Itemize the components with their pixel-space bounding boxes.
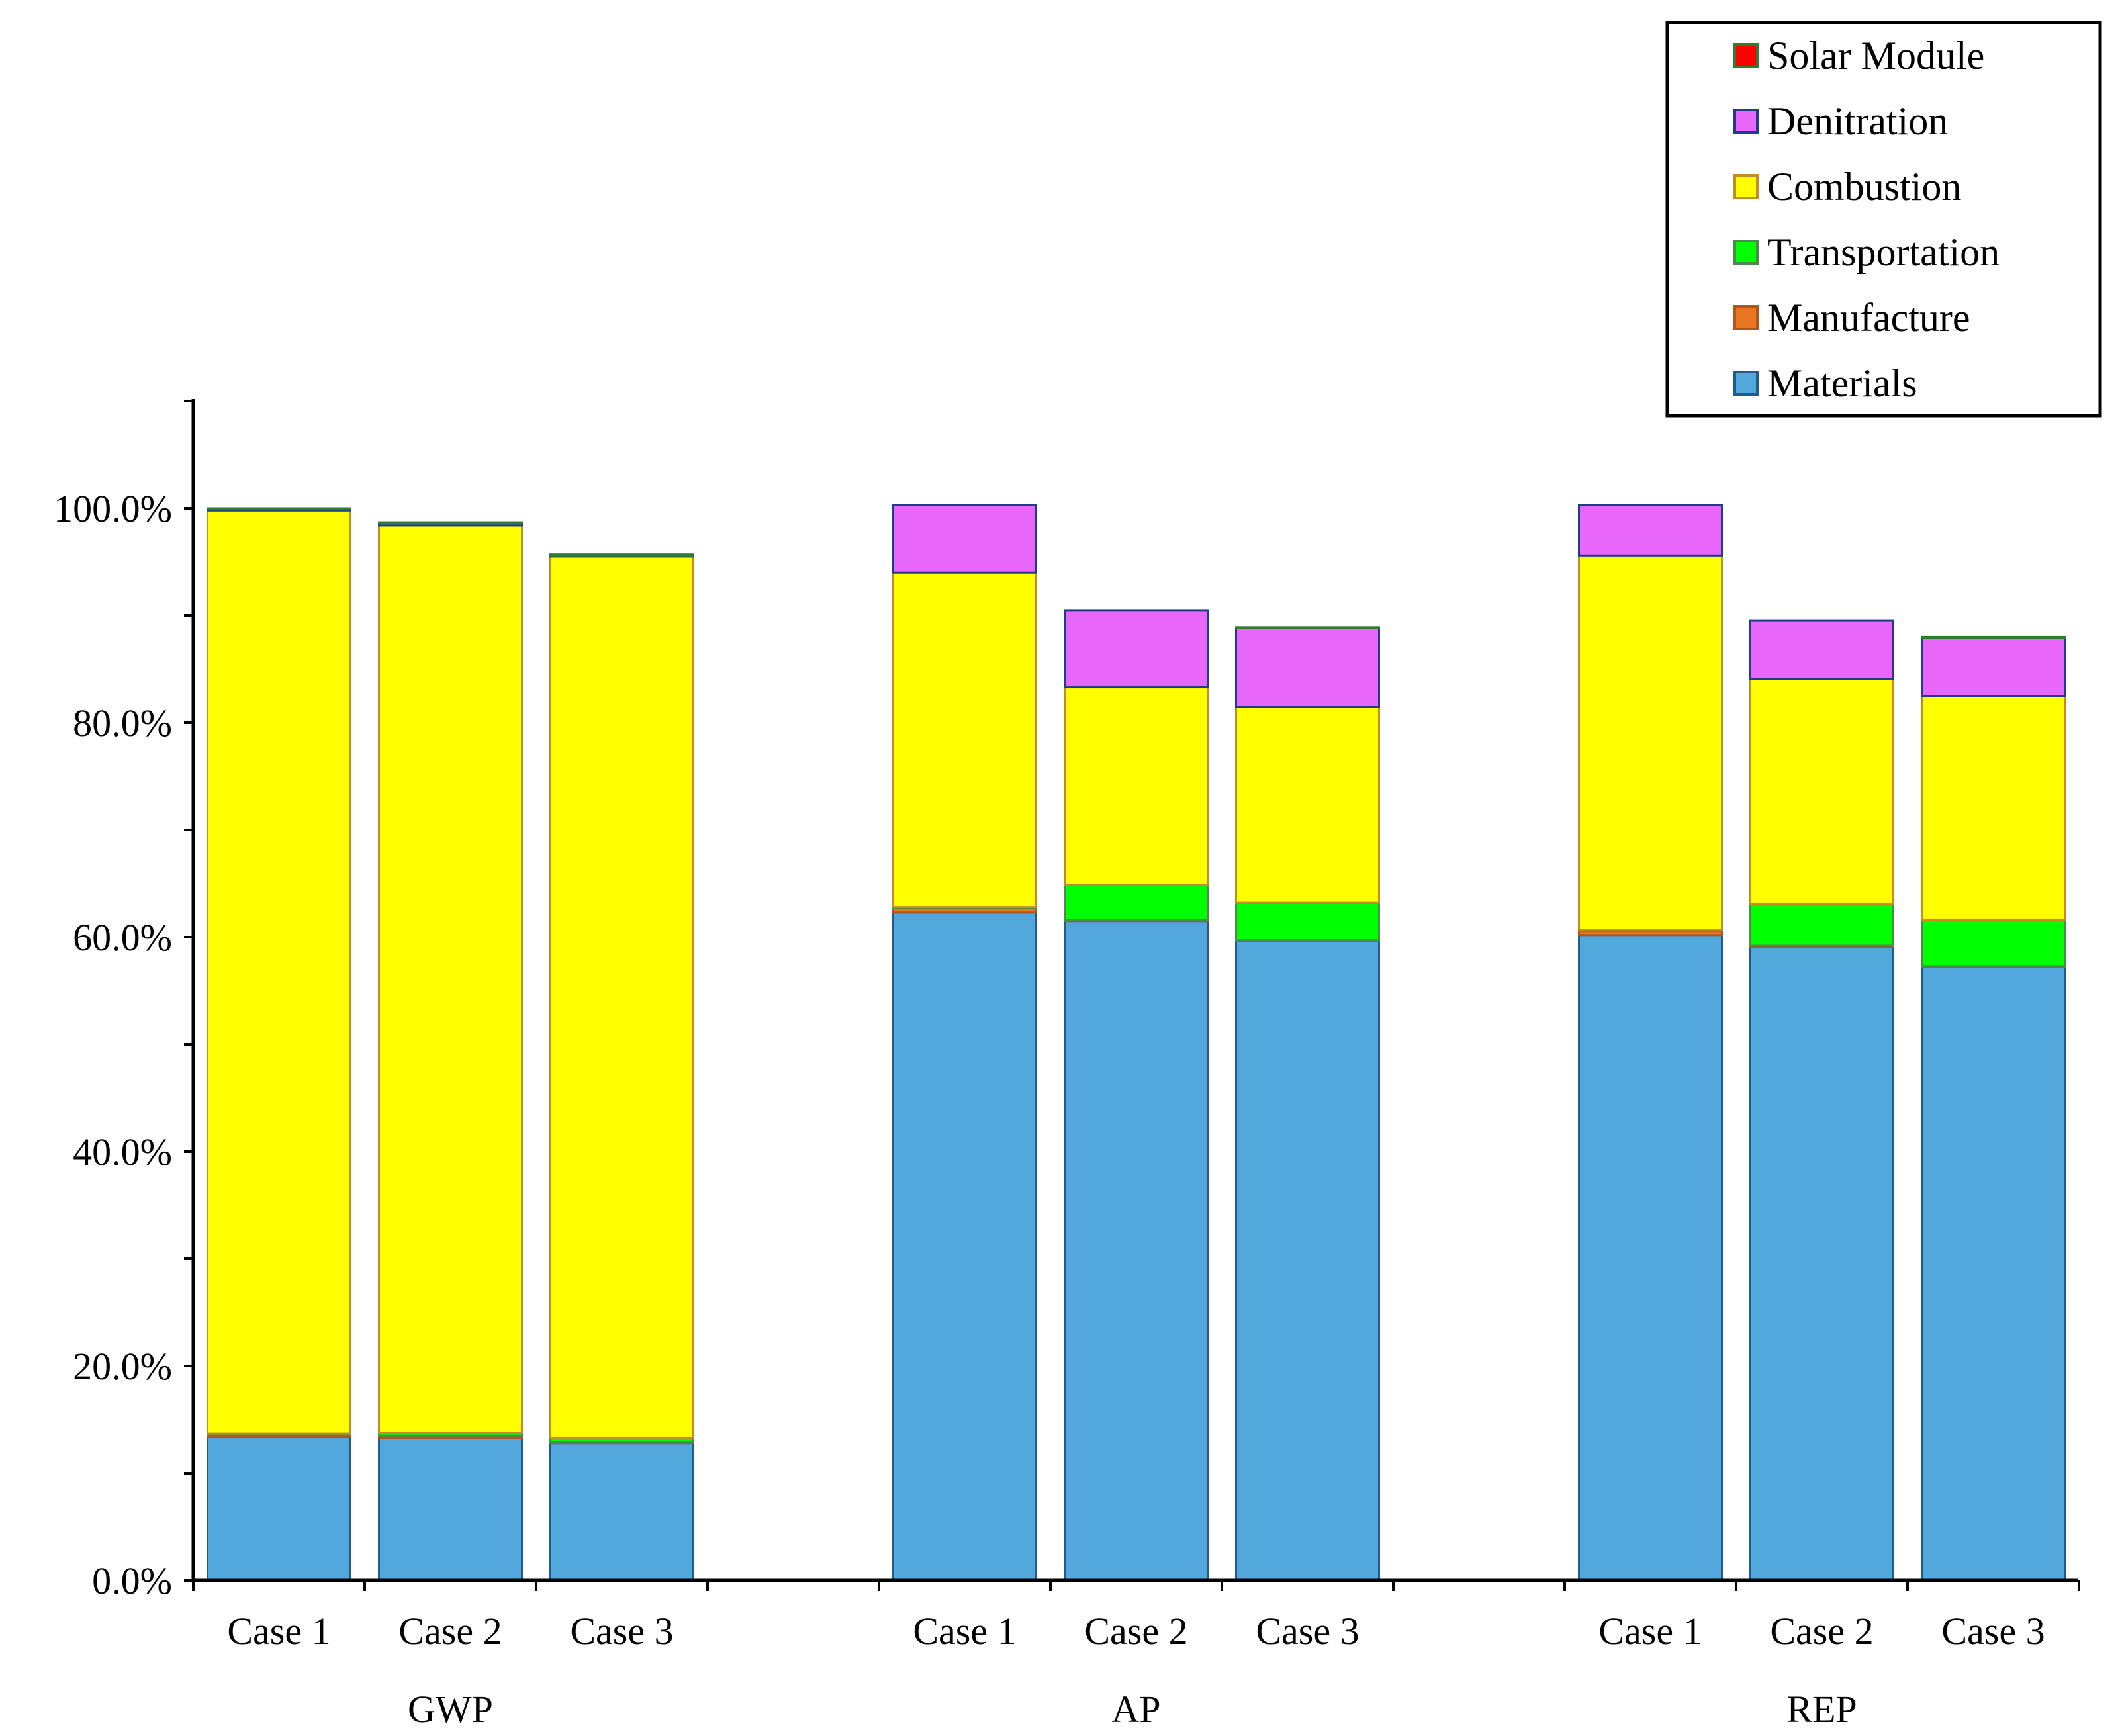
legend-label: Materials: [1767, 361, 1917, 405]
bar-segment-transportation: [1064, 884, 1209, 921]
bar-stack-gwp-2: [378, 521, 523, 1582]
bar-segment-combustion: [207, 509, 351, 1435]
legend-item-solar-module: Solar Module: [1733, 34, 1984, 77]
bar-segment-denitration: [1064, 609, 1209, 689]
bar-stack-gwp-1: [207, 507, 351, 1582]
group-label: AP: [1111, 1688, 1160, 1731]
bar-stack-rep-2: [1749, 619, 1894, 1582]
bar-segment-solar-module: [207, 507, 351, 511]
category-label: Case 3: [1941, 1610, 2045, 1653]
y-tick-label: 100.0%: [54, 487, 172, 530]
group-label: GWP: [408, 1688, 493, 1731]
category-label: Case 1: [913, 1610, 1016, 1653]
bar-segment-denitration: [1578, 504, 1723, 557]
bar-segment-combustion: [1749, 678, 1894, 905]
legend-label: Denitration: [1767, 99, 1948, 143]
y-tick-label: 60.0%: [73, 916, 172, 959]
bar-segment-materials: [1235, 940, 1380, 1582]
bar-segment-combustion: [892, 571, 1037, 909]
bar-segment-solar-module: [1921, 635, 2066, 639]
bar-stack-gwp-3: [549, 553, 694, 1582]
bar-segment-combustion: [549, 555, 694, 1439]
legend-swatch: [1733, 371, 1759, 396]
legend-swatch: [1733, 240, 1759, 265]
bar-segment-combustion: [1921, 695, 2066, 921]
bar-segment-transportation: [1749, 903, 1894, 947]
bar-segment-solar-module: [378, 521, 523, 525]
legend-label: Solar Module: [1767, 34, 1984, 77]
labels-layer: Case 1 Case 2 Case 3 Case 1 Case 2 Case 3 Case…: [54, 487, 2045, 1731]
bar-segment-materials: [1064, 920, 1209, 1582]
y-tick-label: 0.0%: [92, 1559, 172, 1602]
category-label: Case 3: [1256, 1610, 1359, 1653]
bar-segment-denitration: [1749, 619, 1894, 680]
bar-segment-combustion: [1235, 706, 1380, 904]
y-tick-label: 80.0%: [73, 702, 172, 745]
bar-stack-ap-3: [1235, 626, 1380, 1582]
legend-label: Manufacture: [1767, 296, 1970, 340]
bar-stack-rep-3: [1921, 635, 2066, 1582]
bar-segment-denitration: [1921, 637, 2066, 698]
bar-segment-materials: [1578, 934, 1723, 1582]
bar-segment-materials: [892, 911, 1037, 1582]
bar-segment-solar-module: [1235, 626, 1380, 629]
legend-item-combustion: Combustion: [1733, 165, 1961, 208]
legend-box: [1665, 21, 2102, 418]
bar-segment-materials: [207, 1436, 351, 1582]
category-label: Case 2: [398, 1610, 502, 1653]
legend-item-transportation: Transportation: [1733, 230, 2000, 274]
legend-swatch: [1733, 109, 1759, 134]
legend-swatch: [1733, 305, 1759, 330]
legend-swatch: [1733, 174, 1759, 199]
bar-segment-transportation: [1235, 901, 1380, 942]
bar-segment-materials: [1749, 946, 1894, 1582]
bar-segment-combustion: [1578, 554, 1723, 931]
bar-segment-materials: [378, 1437, 523, 1582]
category-label: Case 1: [1598, 1610, 1702, 1653]
category-label: Case 2: [1084, 1610, 1187, 1653]
y-tick-label: 40.0%: [73, 1130, 172, 1173]
category-label: Case 1: [227, 1610, 330, 1653]
legend-item-denitration: Denitration: [1733, 99, 1948, 143]
bar-segment-materials: [1921, 966, 2066, 1582]
legend: Solar Module Denitration Combustion Transpo…: [1665, 21, 2102, 418]
legend-item-manufacture: Manufacture: [1733, 296, 1970, 340]
bar-segment-transportation: [1921, 919, 2066, 968]
bar-stack-rep-1: [1578, 504, 1723, 1582]
legend-label: Combustion: [1767, 165, 1961, 208]
legend-item-materials: Materials: [1733, 361, 1917, 405]
bar-stack-ap-1: [892, 504, 1037, 1582]
bar-stack-ap-2: [1064, 609, 1209, 1582]
bar-segment-denitration: [1235, 627, 1380, 708]
bars-layer: [207, 504, 2066, 1582]
axes-layer: [184, 399, 2080, 1591]
legend-label: Transportation: [1767, 230, 2000, 274]
bar-segment-combustion: [1064, 686, 1209, 886]
legend-swatch: [1733, 43, 1759, 68]
bar-segment-combustion: [378, 524, 523, 1434]
y-tick-label: 20.0%: [73, 1345, 172, 1388]
category-label: Case 3: [570, 1610, 673, 1653]
bar-segment-denitration: [892, 504, 1037, 574]
group-label: REP: [1786, 1688, 1857, 1731]
bar-segment-materials: [549, 1442, 694, 1582]
category-label: Case 2: [1770, 1610, 1873, 1653]
bar-segment-solar-module: [549, 553, 694, 557]
